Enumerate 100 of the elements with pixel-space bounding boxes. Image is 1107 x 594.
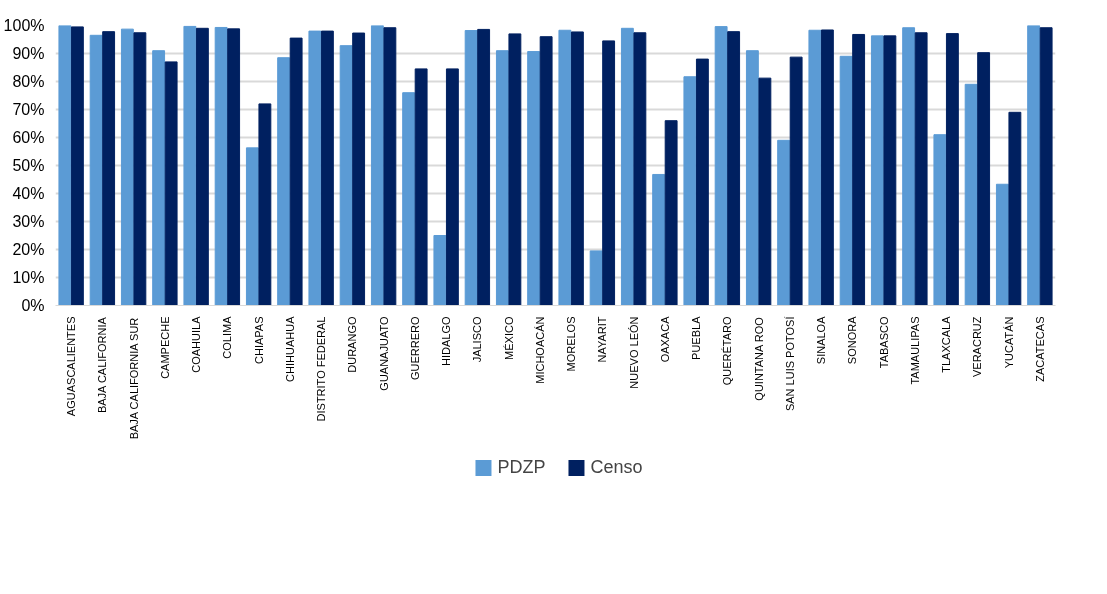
y-tick-label: 0% [21, 297, 45, 314]
bar [808, 29, 822, 306]
bar [102, 31, 116, 306]
x-tick-label: MÉXICO [502, 316, 515, 360]
bar [945, 33, 959, 306]
x-tick-label: MICHOACÁN [533, 316, 546, 384]
x-tick-label: NUEVO LEÓN [627, 316, 640, 389]
bar [414, 68, 428, 306]
x-tick-label: CAMPECHE [158, 316, 171, 379]
x-tick-label: CHIHUAHUA [283, 315, 296, 382]
bar [602, 40, 616, 306]
bar [402, 92, 416, 306]
bar [977, 52, 991, 306]
bar [745, 50, 759, 306]
y-tick-label: 20% [12, 241, 45, 258]
legend-label: PDZP [497, 456, 546, 478]
bar [558, 29, 572, 306]
y-tick-label: 10% [12, 269, 45, 286]
x-tick-label: QUERÉTARO [721, 316, 734, 386]
bar [152, 50, 166, 306]
x-tick-label: ZACATECAS [1033, 316, 1046, 382]
x-tick-label: BAJA CALIFORNIA SUR [127, 317, 140, 440]
bar [370, 25, 384, 306]
y-tick-label: 30% [12, 213, 45, 230]
x-tick-label: NAYARIT [596, 316, 609, 363]
bar [695, 58, 709, 306]
bar [870, 35, 884, 306]
bar [195, 27, 209, 306]
bar [933, 134, 947, 306]
x-tick-label: TABASCO [877, 316, 890, 369]
bar [133, 32, 147, 306]
bar [1008, 111, 1022, 306]
bar [277, 57, 291, 306]
x-tick-label: TAMAULIPAS [908, 316, 921, 385]
bar [352, 32, 366, 306]
bar [495, 50, 509, 306]
x-tick-label: SONORA [846, 315, 859, 365]
bar [777, 139, 791, 306]
bar [1027, 25, 1041, 306]
bar [789, 56, 803, 306]
bar [589, 250, 603, 306]
x-tick-label: AGUASCALIENTES [65, 316, 78, 417]
bar [308, 30, 322, 306]
bar [527, 51, 541, 306]
bar [633, 32, 647, 306]
bar [320, 30, 334, 306]
bar [183, 25, 197, 306]
bar [727, 31, 741, 306]
bar [464, 30, 478, 306]
bar [683, 76, 697, 306]
x-tick-label: VERACRUZ [971, 316, 984, 378]
x-tick-label: DURANGO [346, 316, 359, 373]
y-tick-label: 80% [12, 73, 45, 90]
x-tick-label: MORELOS [565, 316, 578, 372]
bar [433, 235, 447, 306]
x-tick-label: CHIAPAS [252, 316, 265, 364]
bar [289, 37, 303, 306]
bar [714, 26, 728, 306]
x-tick-label: YUCATÁN [1002, 316, 1015, 369]
bar [258, 103, 272, 306]
y-tick-label: 100% [3, 17, 45, 34]
bar [245, 147, 259, 306]
bar [227, 28, 241, 306]
x-tick-label: GUANAJUATO [377, 316, 390, 391]
x-tick-label: TLAXCALA [940, 315, 953, 373]
x-tick-label: COAHUILA [190, 315, 203, 373]
bar [120, 28, 134, 306]
x-tick-label: GUERRERO [408, 316, 421, 381]
bar [883, 35, 897, 306]
x-tick-label: SAN LUIS POTOSÍ [783, 315, 796, 412]
bar [995, 183, 1009, 306]
bar [477, 28, 491, 306]
bar [539, 36, 553, 306]
bar [820, 29, 834, 306]
legend-label: Censo [590, 456, 643, 478]
bar [964, 83, 978, 306]
x-tick-label: HIDALGO [440, 316, 453, 367]
bar [664, 120, 678, 306]
y-tick-label: 90% [12, 45, 45, 62]
bar [70, 26, 84, 306]
bar [620, 27, 634, 306]
y-tick-label: 40% [12, 185, 45, 202]
bar [758, 77, 772, 306]
bar [1039, 27, 1053, 306]
bar [902, 27, 916, 306]
x-tick-label: JALISCO [471, 316, 484, 363]
bar [508, 33, 522, 306]
bar [89, 34, 103, 306]
x-tick-label: SINALOA [815, 315, 828, 365]
y-tick-label: 60% [12, 129, 45, 146]
bar [383, 27, 397, 306]
bar [445, 68, 459, 306]
x-tick-label: DISTRITO FEDERAL [315, 316, 328, 422]
bar [164, 61, 178, 306]
x-tick-label: PUEBLA [690, 315, 703, 360]
bar [839, 55, 853, 306]
x-tick-label: BAJA CALIFORNIA [96, 316, 109, 414]
y-tick-label: 70% [12, 101, 45, 118]
bar [214, 26, 228, 306]
bar [852, 33, 866, 306]
